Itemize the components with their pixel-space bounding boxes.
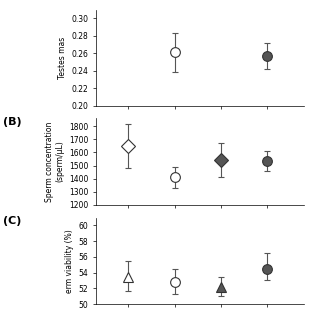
Y-axis label: Sperm concentration
(sperm/μL): Sperm concentration (sperm/μL): [45, 121, 65, 202]
Y-axis label: erm viability (%): erm viability (%): [66, 229, 75, 293]
Text: (B): (B): [3, 117, 22, 127]
Y-axis label: Testes mas: Testes mas: [58, 36, 67, 79]
Text: (C): (C): [3, 216, 21, 226]
